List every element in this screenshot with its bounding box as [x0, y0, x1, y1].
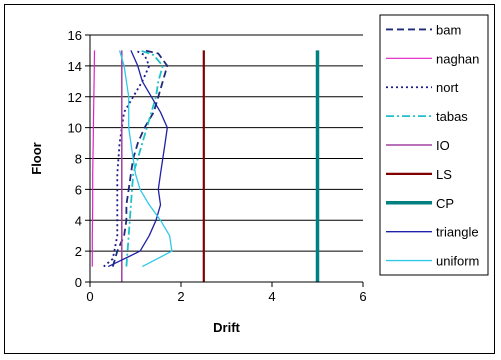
legend-label-nort: nort	[436, 80, 459, 95]
y-tick-label: 14	[68, 59, 82, 74]
chart-frame: 0 2 4 6 0 2 4 6 8 10 12 14 16 Drift Floor bam naghan n…	[4, 4, 495, 354]
x-axis-title: Drift	[213, 320, 240, 335]
legend-label-cp: CP	[436, 196, 454, 211]
legend-label-uniform: uniform	[436, 254, 479, 269]
series-line-naghan	[91, 50, 96, 267]
y-tick-label: 6	[75, 182, 82, 197]
legend-label-bam: bam	[436, 22, 461, 37]
legend-label-naghan: naghan	[436, 51, 479, 66]
y-tick-label: 8	[75, 152, 82, 167]
legend: bam naghan nort tabas IO LS CP triangle uniform	[379, 14, 489, 276]
y-tick-label: 10	[68, 121, 82, 136]
axes	[85, 34, 364, 287]
series-line-nort	[103, 49, 151, 268]
y-tick-label: 12	[68, 90, 82, 105]
x-tick-label: 4	[268, 289, 275, 304]
series-line-uniform	[118, 50, 173, 268]
x-tick-label: 2	[177, 289, 184, 304]
drift-floor-chart: 0 2 4 6 0 2 4 6 8 10 12 14 16 Drift Floor bam naghan n…	[29, 14, 489, 335]
legend-label-io: IO	[436, 138, 450, 153]
y-tick-label: 0	[75, 275, 82, 290]
y-tick-label: 4	[75, 213, 82, 228]
legend-label-ls: LS	[436, 167, 452, 182]
legend-label-triangle: triangle	[436, 225, 479, 240]
tick-labels: 0 2 4 6 0 2 4 6 8 10 12 14 16	[68, 28, 367, 304]
x-tick-label: 0	[86, 289, 93, 304]
y-tick-label: 2	[75, 244, 82, 259]
x-tick-label: 6	[359, 289, 366, 304]
gridlines	[90, 34, 363, 283]
y-tick-label: 16	[68, 28, 82, 43]
series-line-bam	[111, 49, 169, 267]
series-lines	[91, 49, 320, 282]
series-line-triangle	[107, 50, 168, 268]
legend-label-tabas: tabas	[436, 109, 468, 124]
y-axis-title: Floor	[29, 142, 44, 175]
